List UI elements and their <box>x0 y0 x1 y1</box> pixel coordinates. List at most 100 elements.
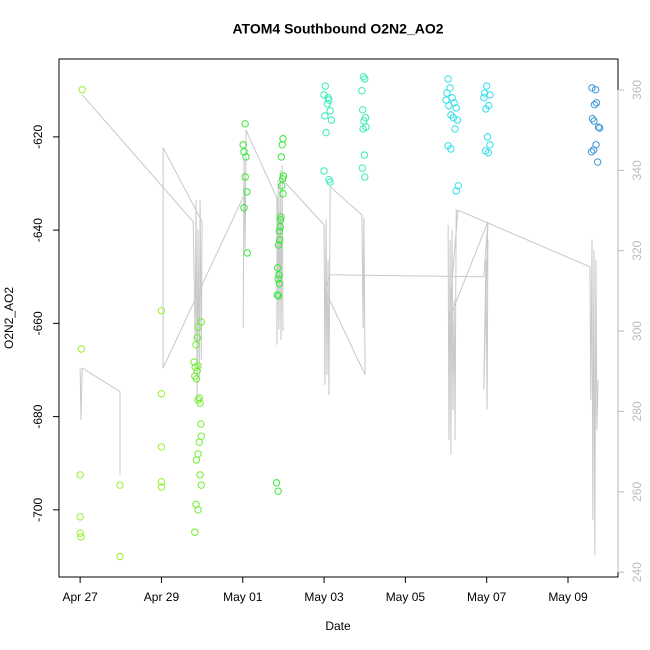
data-point <box>592 99 601 107</box>
data-point <box>192 375 201 383</box>
data-point <box>241 173 249 181</box>
data-point <box>192 341 200 349</box>
data-point <box>243 249 251 257</box>
data-point <box>593 158 602 166</box>
data-point <box>276 236 284 244</box>
data-point <box>484 149 493 157</box>
y2-tick-label: 320 <box>630 240 644 260</box>
data-point <box>194 450 202 458</box>
y2-tick-label: 240 <box>630 562 644 582</box>
data-point <box>274 487 282 495</box>
data-point <box>588 84 596 92</box>
data-point <box>323 100 332 108</box>
data-point <box>157 390 166 398</box>
data-point <box>358 164 366 172</box>
data-point <box>275 227 284 235</box>
data-point <box>157 478 166 486</box>
data-point <box>486 141 494 149</box>
data-point <box>197 432 205 440</box>
data-point <box>449 114 458 122</box>
data-point <box>446 84 454 92</box>
data-point <box>197 420 205 428</box>
data-point <box>196 399 204 407</box>
data-point <box>191 363 199 371</box>
data-point <box>448 93 456 102</box>
data-point <box>278 175 287 183</box>
data-point <box>278 182 286 190</box>
data-point <box>240 204 248 212</box>
data-point <box>76 471 84 479</box>
data-point <box>77 345 86 353</box>
data-line <box>79 94 599 555</box>
x-tick-label: May 09 <box>548 590 588 604</box>
data-point <box>587 148 596 156</box>
data-point <box>482 82 491 90</box>
x-tick-label: Apr 29 <box>144 590 180 604</box>
data-point <box>590 100 599 109</box>
y2-tick-label: 340 <box>630 160 644 180</box>
data-point <box>588 114 597 123</box>
data-point <box>274 264 282 272</box>
data-point <box>278 141 286 149</box>
data-point <box>239 141 247 149</box>
data-point <box>322 128 330 137</box>
data-point <box>116 481 124 489</box>
data-point <box>360 151 369 159</box>
data-point <box>483 133 492 141</box>
x-tick-label: May 07 <box>467 590 507 604</box>
data-point <box>77 533 85 541</box>
data-point <box>361 75 369 83</box>
data-point <box>452 104 460 112</box>
data-point <box>274 275 282 283</box>
data-point <box>361 173 369 181</box>
data-point <box>442 96 450 104</box>
data-point <box>321 112 329 120</box>
data-point <box>193 334 201 342</box>
data-point <box>76 529 84 537</box>
y2-tick-label: 260 <box>630 481 644 501</box>
data-point <box>590 117 598 125</box>
data-point <box>359 125 367 133</box>
data-point <box>486 91 494 99</box>
data-point <box>279 190 287 198</box>
data-point <box>194 323 202 331</box>
data-point <box>453 116 462 124</box>
data-point <box>358 106 367 114</box>
data-point <box>197 318 205 326</box>
data-point <box>76 513 84 521</box>
data-point <box>480 93 488 102</box>
x-axis-label: Date <box>325 619 351 633</box>
data-point <box>274 241 283 249</box>
data-point <box>327 116 336 124</box>
y-tick-label: -660 <box>31 311 45 335</box>
data-point <box>444 75 452 83</box>
x-tick-label: May 01 <box>223 590 263 604</box>
data-point <box>445 101 453 110</box>
data-point <box>279 135 287 143</box>
data-point <box>591 86 600 94</box>
data-point <box>192 456 201 464</box>
data-point <box>157 443 166 451</box>
data-point <box>157 307 166 315</box>
data-point <box>594 123 603 131</box>
data-point <box>451 125 459 133</box>
data-point <box>596 124 604 132</box>
data-point <box>454 182 462 190</box>
data-point <box>195 394 203 402</box>
data-point <box>277 153 286 161</box>
data-point <box>191 528 199 536</box>
data-point <box>589 146 598 154</box>
y-axis-label: O2N2_AO2 <box>2 287 16 349</box>
data-point <box>358 87 366 95</box>
data-point <box>276 223 284 231</box>
data-point <box>326 178 334 186</box>
data-point <box>194 506 202 514</box>
data-point <box>272 479 281 487</box>
data-point <box>273 291 282 299</box>
data-point <box>157 483 166 491</box>
data-point <box>195 438 203 446</box>
data-point <box>274 292 283 300</box>
data-point <box>325 96 333 104</box>
y-tick-label: -620 <box>31 125 45 149</box>
